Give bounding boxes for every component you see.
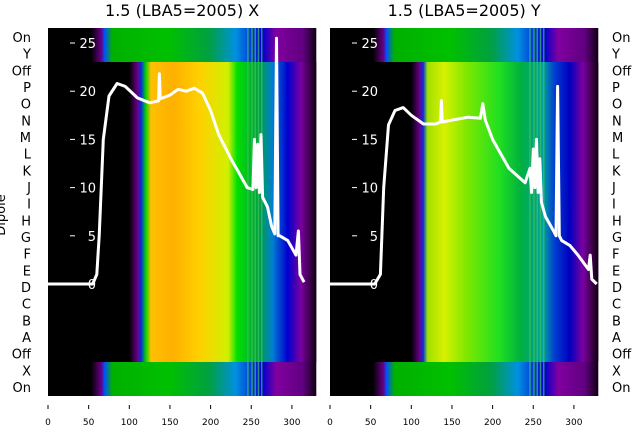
x-tick-label: 200 [484, 418, 501, 428]
x-tick-label: 300 [565, 418, 582, 428]
heatmap-main-band [96, 62, 317, 362]
heatmap-artifact-line [247, 28, 249, 396]
row-label: Off [12, 348, 32, 363]
heatmap-artifact-line [254, 28, 257, 396]
row-label: Y [611, 48, 620, 63]
x-tick-label: 250 [525, 418, 542, 428]
chart-title: 1.5 (LBA5=2005) Y [388, 1, 541, 20]
row-label: On [13, 31, 31, 46]
x-tick-label: 0 [327, 418, 333, 428]
row-label: M [612, 131, 623, 146]
heatmap-dark-region [48, 62, 98, 362]
series-line-spectrum [330, 84, 598, 286]
panel-x: 1.5 (LBA5=2005) XOnYOffPONMLKJIHGFEDCBAO… [12, 1, 317, 428]
heatmap-artifact-line [257, 28, 260, 396]
row-label: X [612, 364, 621, 379]
heatmap-main-band [378, 62, 599, 362]
row-label: I [612, 198, 616, 213]
x-tick-label: 150 [443, 418, 460, 428]
x-tick-label: 200 [202, 418, 219, 428]
inner-y-tick-label: 10 [79, 182, 96, 197]
chart-title: 1.5 (LBA5=2005) X [105, 1, 259, 20]
row-label: F [24, 248, 31, 263]
row-label: A [22, 331, 31, 346]
row-label: D [612, 281, 622, 296]
row-label: L [612, 148, 620, 163]
row-label: On [13, 381, 31, 396]
row-label: C [22, 298, 31, 313]
x-tick-label: 300 [283, 418, 300, 428]
heatmap-artifact-line [261, 28, 263, 396]
row-label: N [612, 114, 622, 129]
row-label: D [21, 281, 31, 296]
row-label: K [22, 164, 31, 179]
row-label: J [611, 181, 616, 196]
row-label: L [24, 148, 32, 163]
row-label: Off [12, 64, 32, 79]
y-axis-label: Dipole [0, 194, 9, 235]
row-label: Off [612, 348, 632, 363]
inner-y-tick-label: 5 [370, 230, 378, 245]
heatmap-artifact-line [536, 28, 539, 396]
row-label: H [21, 214, 31, 229]
row-label: A [612, 331, 621, 346]
row-label: I [27, 198, 31, 213]
inner-y-tick-label: 5 [88, 230, 96, 245]
row-label: C [612, 298, 621, 313]
row-label: N [21, 114, 31, 129]
row-label: On [612, 31, 630, 46]
row-label: Y [22, 48, 31, 63]
panel-y: 1.5 (LBA5=2005) YOnYOffPONMLKJIHGFEDCBAO… [327, 1, 632, 428]
heatmap-dark-region [330, 62, 380, 362]
x-tick-label: 150 [161, 418, 178, 428]
inner-y-tick-label: 25 [361, 37, 378, 52]
inner-y-tick-label: 20 [79, 85, 96, 100]
row-label: F [612, 248, 619, 263]
inner-y-tick-label: 25 [79, 37, 96, 52]
row-label: E [612, 264, 620, 279]
heatmap-artifact-line [539, 28, 542, 396]
x-tick-label: 250 [243, 418, 260, 428]
row-label: P [612, 81, 620, 96]
row-label: G [612, 231, 622, 246]
inner-y-tick-label: 15 [361, 133, 378, 148]
row-label: E [23, 264, 31, 279]
x-tick-label: 0 [45, 418, 51, 428]
x-tick-label: 100 [403, 418, 420, 428]
row-label: X [22, 364, 31, 379]
row-label: On [612, 381, 630, 396]
x-tick-label: 50 [365, 418, 377, 428]
row-label: B [612, 314, 621, 329]
row-label: O [21, 98, 31, 113]
row-label: J [26, 181, 31, 196]
x-tick-label: 100 [121, 418, 138, 428]
series-line-spectrum [48, 36, 306, 286]
heatmap-artifact-line [251, 28, 253, 396]
heatmap-artifact-line [533, 28, 535, 396]
inner-y-tick-label: 10 [361, 182, 378, 197]
row-label: H [612, 214, 622, 229]
inner-y-tick-label: 20 [361, 85, 378, 100]
row-label: B [22, 314, 31, 329]
row-label: K [612, 164, 621, 179]
row-label: O [612, 98, 622, 113]
row-label: M [20, 131, 31, 146]
x-tick-label: 50 [83, 418, 95, 428]
row-label: G [21, 231, 31, 246]
row-label: Off [612, 64, 632, 79]
heatmap-artifact-line [529, 28, 531, 396]
row-label: P [23, 81, 31, 96]
inner-y-tick-label: 15 [79, 133, 96, 148]
